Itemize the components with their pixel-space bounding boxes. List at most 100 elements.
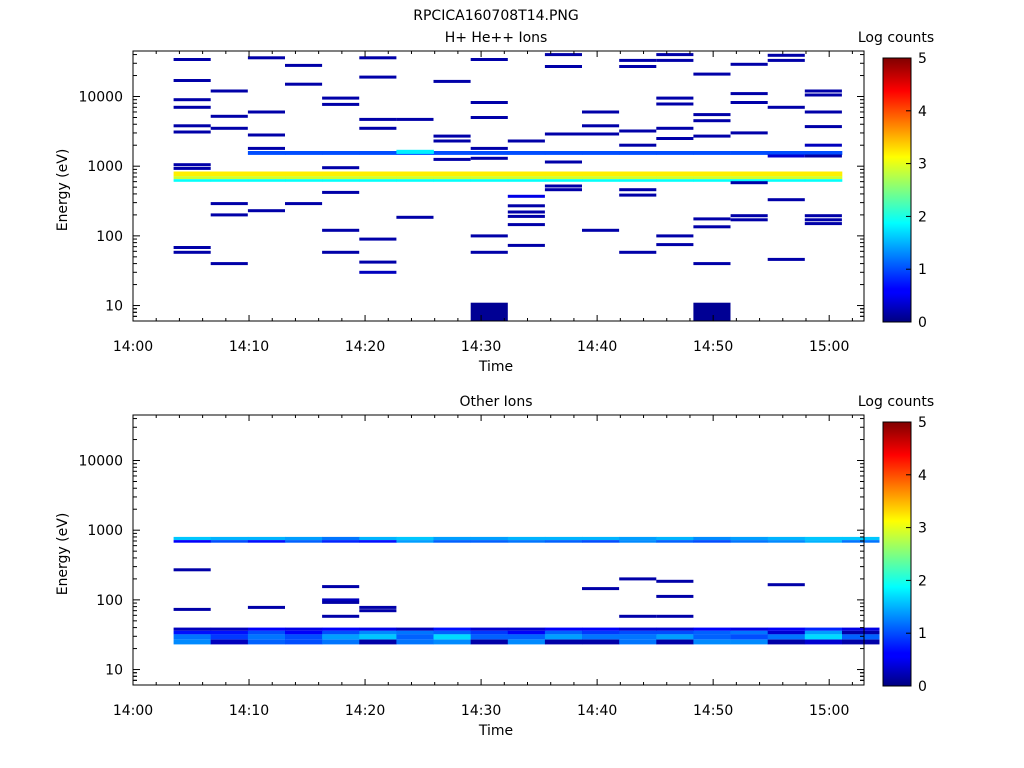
count-mark: [507, 139, 545, 143]
band-cell: [656, 151, 694, 155]
count-mark: [433, 157, 471, 161]
band-cell: [582, 176, 620, 180]
band-cell: [359, 151, 397, 155]
count-mark: [582, 132, 620, 136]
count-mark: [656, 58, 694, 62]
band-cell: [507, 634, 546, 640]
count-mark: [396, 117, 434, 121]
y-tick-label: 100: [96, 229, 123, 245]
band-cell: [433, 151, 471, 155]
count-mark: [433, 139, 471, 143]
count-mark: [433, 134, 471, 138]
count-mark: [359, 117, 397, 121]
count-mark: [656, 234, 694, 238]
band-cell: [619, 171, 657, 177]
band-cell: [619, 151, 657, 155]
band-cell: [396, 634, 434, 640]
colorbar-tick-label: 1: [918, 262, 927, 278]
band-cell: [804, 639, 843, 645]
band-cell: [582, 171, 620, 177]
band-cell: [804, 536, 843, 541]
band-cell: [470, 151, 509, 155]
panel-title: Other Ions: [459, 394, 532, 410]
count-mark: [693, 134, 731, 138]
count-mark: [767, 583, 805, 587]
band-cell: [804, 179, 843, 182]
count-mark: [470, 146, 508, 150]
band-cell: [396, 627, 434, 631]
band-cell: [470, 176, 509, 180]
count-mark: [656, 53, 694, 57]
count-mark: [730, 131, 768, 135]
count-mark: [173, 163, 211, 167]
count-mark: [322, 190, 360, 194]
x-tick-label: 14:20: [345, 703, 385, 719]
band-cell: [507, 639, 546, 645]
colorbar-tick-label: 2: [918, 209, 927, 225]
count-mark: [173, 130, 211, 134]
band-cell: [656, 627, 694, 631]
count-mark: [210, 89, 248, 93]
band-cell: [767, 151, 806, 155]
band-cell: [656, 634, 694, 640]
band-cell: [247, 171, 286, 177]
band-cell: [433, 639, 471, 645]
band-cell: [396, 540, 434, 543]
band-cell: [693, 536, 731, 541]
band-cell: [842, 634, 880, 640]
band-cell: [433, 630, 471, 635]
count-mark: [693, 72, 731, 76]
count-mark: [656, 614, 694, 618]
count-mark: [656, 137, 694, 140]
count-mark: [619, 188, 657, 192]
band-cell: [359, 540, 397, 543]
band-cell: [730, 540, 769, 543]
colorbar-ticks: 0 1 2 3 4 5: [906, 51, 927, 331]
band-cell: [173, 176, 212, 180]
band-cell: [656, 536, 694, 541]
band-cell: [507, 540, 546, 543]
band-cell: [730, 176, 769, 180]
colorbar-ticks: 0 1 2 3 4 5: [906, 415, 927, 695]
band-cell: [173, 536, 212, 541]
band-cell: [396, 536, 434, 541]
count-mark: [470, 250, 508, 254]
count-mark: [730, 101, 768, 104]
band-cell: [173, 179, 212, 182]
band-cell: [433, 540, 471, 543]
count-mark: [804, 222, 842, 226]
band-cell: [544, 627, 583, 631]
band-cell: [359, 627, 397, 631]
band-cell: [619, 639, 657, 645]
count-mark: [804, 89, 842, 93]
band-cell: [285, 627, 323, 631]
y-tick-label: 100: [96, 593, 123, 609]
band-cell: [247, 179, 286, 182]
x-tick-label: 14:30: [461, 339, 501, 355]
band-cell: [544, 536, 583, 541]
band-cell: [322, 536, 360, 541]
count-mark: [582, 228, 620, 232]
count-mark: [322, 228, 360, 232]
band-cell: [656, 639, 694, 645]
x-axis-label: Time: [478, 359, 513, 375]
count-mark: [693, 262, 731, 266]
count-block: [470, 302, 508, 321]
y-axis-label: Energy (eV): [55, 149, 71, 232]
band-cell: [285, 639, 323, 645]
band-cell: [210, 540, 249, 543]
count-mark: [247, 209, 285, 213]
count-mark: [730, 92, 768, 96]
count-mark: [804, 154, 842, 158]
band-cell: [842, 639, 880, 645]
band-cell: [730, 634, 769, 640]
colorbar-tick-label: 3: [918, 157, 927, 173]
band-cell: [470, 171, 509, 177]
count-mark: [359, 609, 397, 613]
band-cell: [544, 171, 583, 177]
band-cell: [322, 634, 360, 640]
count-mark: [544, 65, 582, 68]
band-cell: [582, 540, 620, 543]
band-cell: [173, 627, 212, 631]
count-mark: [767, 53, 805, 57]
